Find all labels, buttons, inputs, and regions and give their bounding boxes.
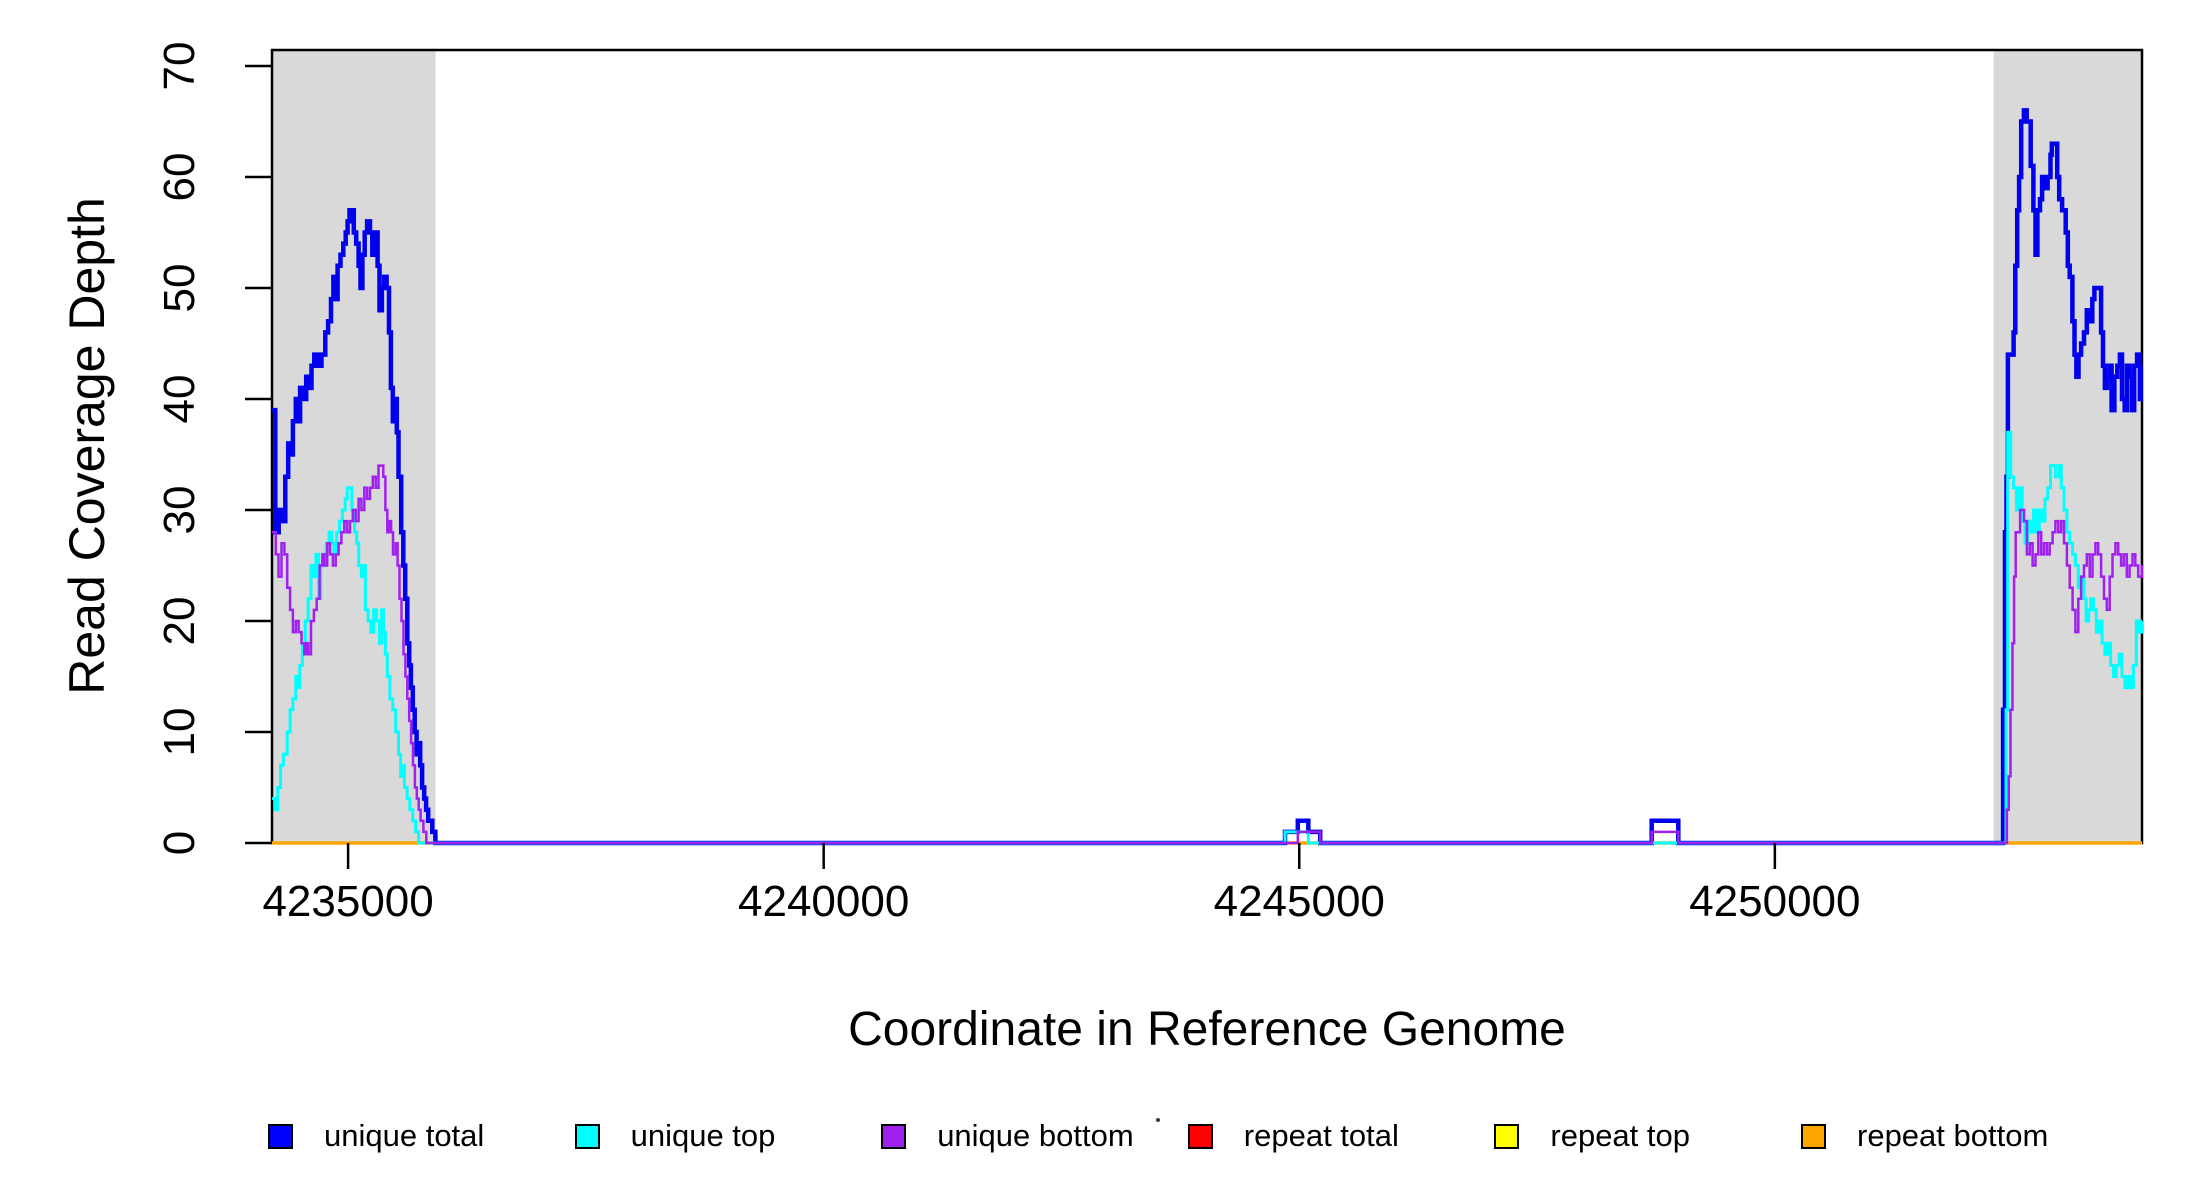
- shaded-region: [1993, 50, 2142, 843]
- x-tick-label: 4240000: [738, 877, 909, 926]
- series-unique-bottom: [272, 464, 2143, 845]
- series-unique-top: [272, 430, 2143, 845]
- y-tick-label: 0: [155, 831, 204, 855]
- y-axis-title: Read Coverage Depth: [59, 197, 115, 695]
- y-tick-label: 50: [155, 264, 204, 313]
- x-tick-label: 4250000: [1689, 877, 1860, 926]
- plot-box: [270, 48, 2144, 845]
- y-tick-label: 20: [155, 597, 204, 646]
- y-tick-label: 10: [155, 708, 204, 757]
- x-axis-title: Coordinate in Reference Genome: [848, 1003, 1566, 1056]
- x-tick-label: 4245000: [1214, 877, 1385, 926]
- x-tick-label: 4235000: [262, 877, 433, 926]
- y-tick-label: 30: [155, 486, 204, 535]
- series-unique-total: [272, 108, 2143, 846]
- y-tick-label: 70: [155, 42, 204, 91]
- y-tick-label: 40: [155, 375, 204, 424]
- artifact-dot: [1156, 1118, 1160, 1122]
- y-tick-label: 60: [155, 153, 204, 202]
